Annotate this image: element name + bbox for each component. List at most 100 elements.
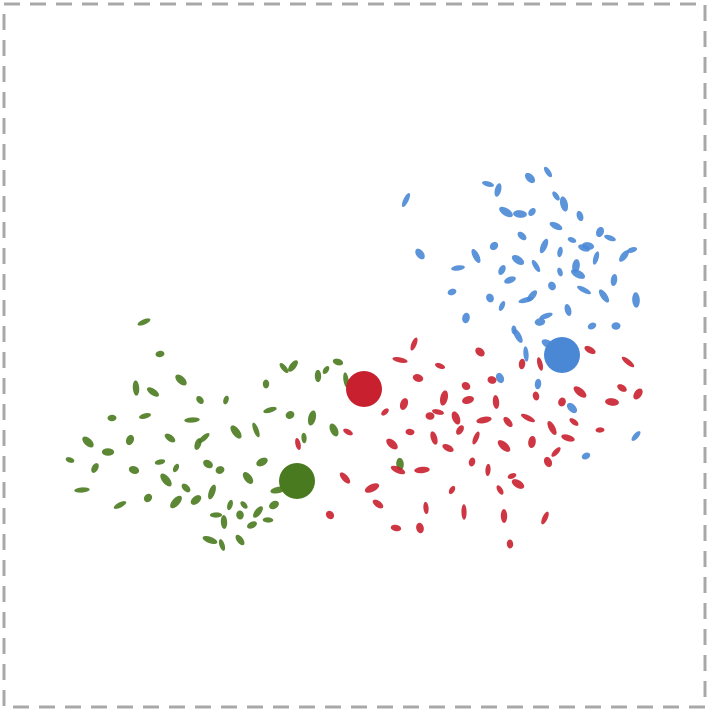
scatter-point	[269, 500, 279, 510]
scatter-point	[611, 322, 621, 330]
scatter-point	[262, 517, 274, 523]
scatter-point	[468, 457, 476, 467]
scatter-point	[91, 463, 99, 473]
scatter-point	[581, 452, 591, 460]
scatter-point	[528, 435, 536, 449]
scatter-point	[557, 267, 563, 277]
scatter-point	[534, 378, 542, 390]
scatter-point	[295, 438, 301, 450]
scatter-point	[155, 350, 165, 358]
scatter-point	[415, 248, 425, 260]
scatter-point	[482, 181, 494, 187]
scatter-point	[587, 322, 597, 330]
scatter-point	[107, 414, 117, 422]
scatter-point	[557, 246, 563, 258]
scatter-point	[495, 372, 505, 384]
scatter-point	[235, 534, 245, 546]
scatter-point	[448, 485, 456, 495]
scatter-point	[507, 473, 517, 479]
scatter-point	[570, 269, 586, 279]
scatter-point	[472, 431, 480, 445]
scatter-point	[301, 432, 307, 444]
scatter-point	[551, 447, 561, 457]
scatter-point	[401, 192, 411, 208]
scatter-point	[626, 247, 638, 253]
scatter-point	[202, 536, 218, 544]
scatter-point	[128, 466, 140, 474]
scatter-point	[631, 431, 641, 441]
scatter-point	[598, 289, 610, 303]
scatter-point	[416, 522, 424, 534]
scatter-point	[584, 345, 596, 355]
scatter-point	[343, 428, 353, 436]
scatter-point	[592, 251, 600, 265]
scatter-point	[506, 539, 514, 549]
scatter-point	[461, 381, 471, 391]
scatter-point	[500, 509, 508, 523]
scatter-point	[279, 363, 289, 373]
scatter-point	[632, 292, 640, 308]
scatter-point	[386, 438, 398, 450]
scatter-point	[621, 356, 635, 368]
scatter-point	[558, 397, 566, 407]
scatter-point	[194, 438, 202, 450]
scatter-point	[242, 472, 254, 484]
scatter-point	[432, 409, 444, 415]
scatter-point	[576, 210, 584, 222]
scatter-point	[471, 248, 481, 264]
scatter-point	[329, 423, 339, 437]
scatter-point	[247, 521, 257, 529]
scatter-point	[547, 421, 557, 435]
scatter-point	[430, 431, 438, 445]
scatter-point	[497, 440, 511, 452]
scatter-point	[425, 412, 435, 420]
scatter-point	[633, 388, 643, 400]
scatter-point	[567, 237, 577, 243]
scatter-point	[539, 312, 553, 320]
scatter-point	[285, 411, 295, 419]
scatter-point	[447, 288, 457, 296]
scatter-point	[137, 318, 151, 326]
scatter-point	[566, 402, 578, 414]
scatter-point	[526, 290, 538, 302]
scatter-point	[256, 457, 268, 467]
scatter-point	[513, 210, 527, 218]
scatter-point	[536, 357, 544, 371]
scatter-point	[496, 485, 504, 495]
scatter-point	[208, 484, 216, 500]
cluster-centroid	[544, 337, 580, 373]
scatter-point	[552, 191, 560, 201]
scatter-point	[372, 499, 384, 509]
scatter-point	[227, 499, 233, 511]
scatter-point	[252, 422, 260, 438]
scatter-point	[451, 265, 465, 271]
scatter-point	[476, 416, 492, 424]
scatter-point	[486, 293, 494, 303]
scatter-point	[543, 456, 553, 468]
scatter-point	[381, 408, 389, 416]
scatter-point	[610, 273, 618, 287]
scatter-point	[175, 374, 187, 386]
cluster-centroid	[279, 463, 315, 499]
scatter-point	[322, 365, 330, 375]
scatter-point	[203, 459, 213, 469]
scatter-point	[125, 434, 135, 446]
scatter-point	[513, 329, 523, 343]
scatter-point	[434, 362, 446, 370]
scatter-point	[412, 374, 424, 382]
scatter-point	[605, 398, 619, 406]
scatter-point	[263, 406, 277, 414]
scatter-point	[523, 346, 529, 362]
scatter-point	[561, 434, 575, 442]
scatter-point	[399, 398, 409, 410]
scatter-point	[511, 479, 525, 489]
scatter-point	[499, 206, 513, 218]
scatter-point	[253, 506, 263, 518]
scatter-point	[462, 312, 470, 324]
scatter-point	[390, 465, 406, 475]
scatter-point	[595, 427, 605, 433]
scatter-point	[456, 425, 464, 435]
scatter-point	[451, 411, 461, 425]
scatter-point	[164, 433, 176, 443]
